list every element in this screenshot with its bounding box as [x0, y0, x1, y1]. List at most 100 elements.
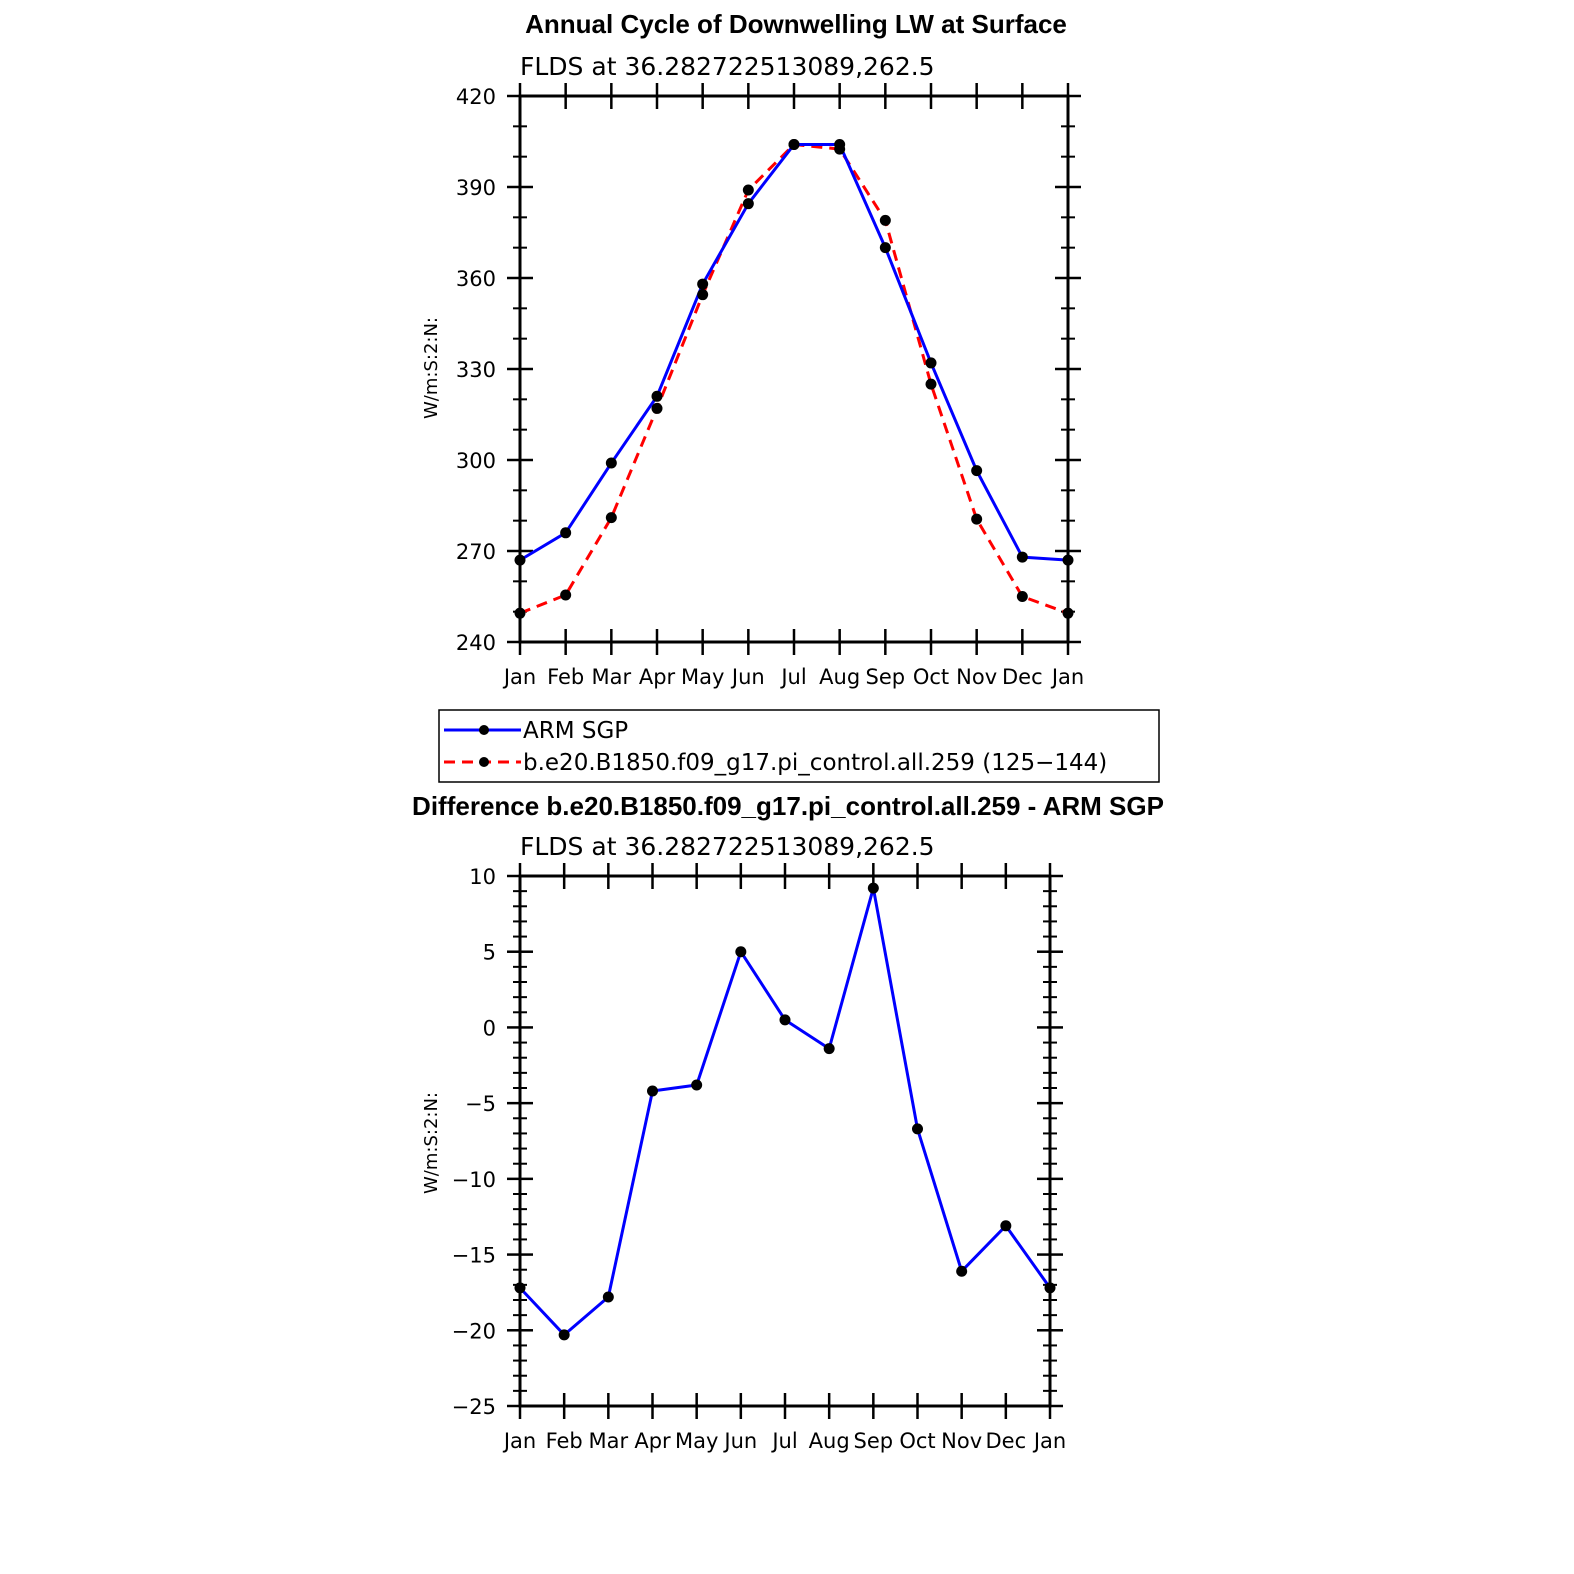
chart-title-difference: Difference b.e20.B1850.f09_g17.pi_contro…	[412, 791, 1164, 821]
x-tick-label: May	[675, 1429, 718, 1453]
legend-label-arm-sgp: ARM SGP	[523, 718, 628, 744]
x-tick-label: Sep	[866, 665, 906, 689]
series-difference	[514, 882, 1056, 1341]
y-tick-label: 300	[456, 449, 496, 473]
legend-marker-arm-sgp	[479, 725, 489, 735]
data-point-series-0	[1016, 551, 1028, 563]
plot-frame-annual-cycle	[518, 94, 1070, 644]
axis-ticks-annual-cycle	[507, 83, 1081, 655]
y-axis-label-difference: W/m:S:2:N:	[421, 1092, 442, 1194]
data-point-series-1	[834, 143, 846, 155]
y-tick-label: −5	[465, 1092, 496, 1116]
series-line-0	[518, 886, 1052, 1337]
y-tick-label: −20	[452, 1319, 496, 1343]
data-point-series-0	[925, 357, 937, 369]
data-point-series-0	[605, 457, 617, 469]
data-point-series-0	[558, 1329, 570, 1341]
x-tick-label: Oct	[913, 665, 949, 689]
y-axis-label-annual-cycle: W/m:S:2:N:	[421, 317, 442, 419]
data-point-series-1	[742, 184, 754, 196]
panel-annual-cycle: Annual Cycle of Downwelling LW at Surfac…	[421, 9, 1084, 689]
x-tick-label: Apr	[634, 1429, 671, 1453]
data-point-series-0	[912, 1123, 923, 1135]
x-tick-label: Sep	[854, 1429, 894, 1453]
x-tick-label: Aug	[809, 1429, 850, 1453]
series-annual-cycle	[514, 139, 1074, 619]
x-tick-label: Jan	[1050, 665, 1084, 689]
y-tick-label: 240	[456, 631, 496, 655]
data-point-series-1	[1016, 591, 1028, 602]
x-tick-label: Nov	[956, 665, 997, 689]
data-point-series-1	[879, 214, 891, 226]
x-tick-label: Mar	[592, 665, 632, 689]
x-tick-label: Jun	[730, 665, 765, 689]
y-tick-labels-annual-cycle: 240 270 300 330 360 390 420	[456, 85, 496, 655]
data-point-series-0	[651, 390, 663, 402]
data-point-series-1	[925, 378, 937, 390]
x-tick-label: Jul	[770, 1429, 797, 1453]
chart-title-annual-cycle: Annual Cycle of Downwelling LW at Surfac…	[525, 9, 1067, 39]
series-line-1	[519, 143, 1069, 615]
data-point-series-0	[647, 1085, 658, 1097]
y-tick-label: −10	[452, 1168, 496, 1192]
data-point-series-0	[779, 1014, 791, 1026]
data-point-series-0	[879, 242, 891, 254]
x-tick-label: Jan	[1032, 1429, 1066, 1453]
legend-box	[438, 709, 1160, 783]
data-point-series-1	[605, 512, 617, 524]
y-tick-label: 330	[456, 358, 496, 382]
y-tick-label: 360	[456, 267, 496, 291]
x-tick-label: Mar	[589, 1429, 629, 1453]
x-tick-label: Feb	[547, 665, 584, 689]
data-point-series-1	[560, 589, 572, 601]
x-tick-label: Jan	[502, 665, 536, 689]
data-point-series-0	[735, 946, 747, 958]
data-point-series-1	[651, 402, 663, 414]
data-point-series-0	[867, 882, 879, 894]
chart-subtitle-annual-cycle: FLDS at 36.282722513089,262.5	[520, 52, 935, 81]
y-tick-labels-difference: −25 −20 −15 −10 −5 0 5 10	[452, 865, 496, 1419]
data-point-series-0	[971, 465, 983, 477]
x-tick-label: Aug	[819, 665, 860, 689]
data-point-series-1	[788, 139, 800, 151]
y-tick-label: 270	[456, 540, 496, 564]
x-tick-labels-annual-cycle: Jan Feb Mar Apr May Jun Jul Aug Sep Oct Nov Dec Jan	[502, 665, 1084, 689]
x-tick-label: Apr	[639, 665, 676, 689]
x-tick-label: Jan	[502, 1429, 536, 1453]
x-tick-label: May	[681, 665, 724, 689]
legend-item-model: b.e20.B1850.f09_g17.pi_control.all.259 (…	[444, 750, 1107, 776]
x-tick-label: Dec	[1002, 665, 1043, 689]
legend-label-model: b.e20.B1850.f09_g17.pi_control.all.259 (…	[523, 750, 1107, 776]
data-point-series-0	[823, 1043, 835, 1055]
data-point-series-0	[1000, 1220, 1012, 1232]
data-point-series-0	[956, 1265, 968, 1277]
data-point-series-0	[742, 198, 754, 210]
data-point-series-0	[602, 1291, 614, 1303]
y-tick-label: −15	[452, 1244, 496, 1268]
x-tick-labels-difference: Jan Feb Mar Apr May Jun Jul Aug Sep Oct Nov Dec Jan	[502, 1429, 1066, 1453]
y-tick-label: 390	[456, 176, 496, 200]
data-point-series-0	[560, 527, 572, 539]
y-tick-label: 420	[456, 85, 496, 109]
x-tick-label: Jul	[779, 665, 806, 689]
data-point-series-0	[691, 1079, 703, 1091]
data-point-series-1	[971, 513, 983, 525]
x-tick-label: Nov	[941, 1429, 982, 1453]
data-point-series-1	[697, 289, 709, 301]
x-tick-label: Oct	[899, 1429, 935, 1453]
x-tick-label: Jun	[722, 1429, 757, 1453]
chart-subtitle-difference: FLDS at 36.282722513089,262.5	[520, 832, 935, 861]
y-tick-label: 5	[483, 941, 496, 965]
x-tick-label: Feb	[546, 1429, 583, 1453]
x-tick-label: Dec	[986, 1429, 1027, 1453]
data-point-series-0	[697, 278, 709, 290]
plot-frame-difference	[518, 874, 1052, 1408]
y-tick-label: −25	[452, 1395, 496, 1419]
series-line-0	[519, 143, 1069, 562]
axis-ticks-difference	[507, 863, 1063, 1419]
legend-item-arm-sgp: ARM SGP	[444, 718, 628, 744]
panel-difference: Difference b.e20.B1850.f09_g17.pi_contro…	[412, 791, 1164, 1453]
y-tick-label: 10	[469, 865, 496, 889]
legend: ARM SGP b.e20.B1850.f09_g17.pi_control.a…	[438, 709, 1160, 783]
